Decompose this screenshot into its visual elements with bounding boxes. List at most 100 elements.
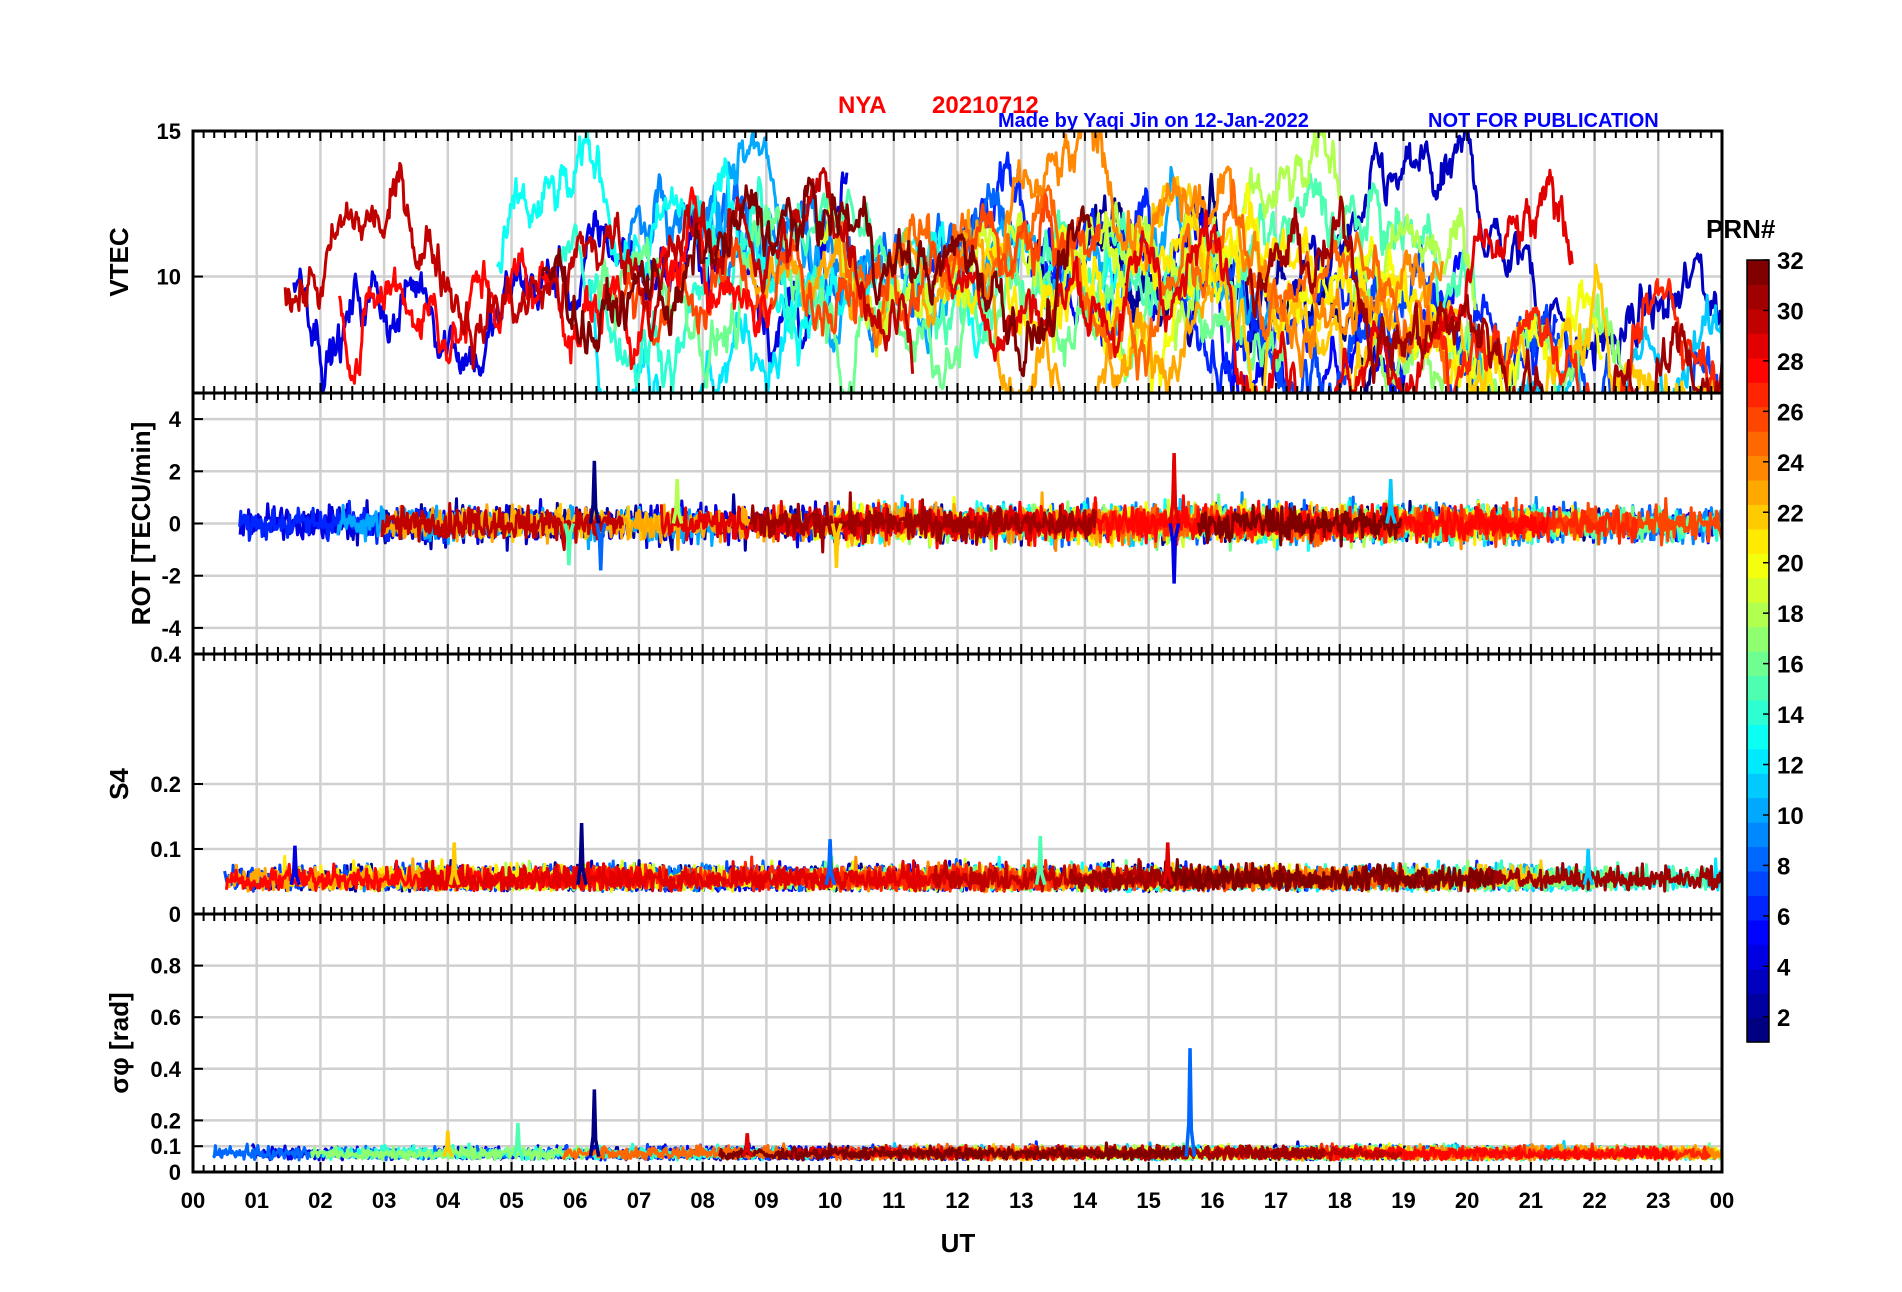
x-tick-label: 05	[499, 1188, 523, 1213]
x-axis-labels: 00 01 02 03 04 05 06 07 08 09 10 11 12 13 14 15 16 17 18 19…	[181, 1188, 1734, 1213]
x-tick-label: 20	[1455, 1188, 1479, 1213]
spike-mark	[741, 1133, 754, 1158]
prn-series-line	[1464, 293, 1722, 393]
colorbar-tick-label: 4	[1777, 954, 1791, 981]
y-axis-label-sigma-phi: σφ [rad]	[104, 992, 134, 1093]
y-tick-label: 0.8	[150, 954, 181, 979]
spike-mark	[588, 1089, 601, 1157]
x-tick-label: 01	[244, 1188, 268, 1213]
panel-rot: -4 -2 0 2 4 ROT [TECU/min]	[126, 391, 1724, 656]
colorbar-swatch	[1747, 626, 1769, 652]
x-tick-label: 03	[372, 1188, 396, 1213]
colorbar-swatch	[1747, 308, 1769, 334]
colorbar-tick-label: 28	[1777, 349, 1804, 376]
x-tick-label: 11	[882, 1188, 905, 1213]
x-tick-label: 06	[563, 1188, 587, 1213]
prn-series-line	[540, 176, 1093, 378]
prn-series-line	[749, 208, 1215, 393]
spike-mark	[830, 523, 843, 568]
colorbar-swatch	[1747, 333, 1769, 359]
colorbar-tick-label: 14	[1777, 702, 1804, 729]
spike-mark	[1162, 842, 1174, 886]
colorbar-swatch	[1747, 919, 1769, 945]
spike-mark	[1582, 848, 1595, 886]
series-group	[223, 822, 1722, 894]
colorbar-swatch	[1747, 406, 1769, 432]
spike-mark	[595, 523, 607, 571]
prn-series-line	[419, 859, 968, 893]
x-tick-label: 10	[818, 1188, 842, 1213]
colorbar-swatch	[1747, 528, 1769, 554]
spike-mark	[1385, 479, 1397, 524]
prn-series-line	[620, 173, 876, 353]
y-tick-label: 4	[169, 407, 182, 432]
colorbar-tick-label: 8	[1777, 853, 1790, 880]
x-tick-label: 22	[1582, 1188, 1606, 1213]
x-tick-label: 12	[945, 1188, 969, 1213]
colorbar-tick-label: 12	[1777, 753, 1804, 780]
colorbar-swatch	[1747, 724, 1769, 750]
chart-header: NYA 20210712 Made by Yaqi Jin on 12-Jan-…	[838, 92, 1659, 132]
colorbar-frame	[1746, 259, 1770, 1043]
spike-mark	[442, 1130, 454, 1158]
colorbar-swatch	[1747, 797, 1769, 823]
credit-text: Made by Yaqi Jin on 12-Jan-2022	[998, 110, 1309, 132]
y-tick-label: 15	[157, 119, 181, 144]
colorbar-tick-label: 10	[1777, 803, 1804, 830]
x-tick-label: 17	[1264, 1188, 1288, 1213]
colorbar-swatch	[1747, 357, 1769, 383]
panel-sigma-phi: 00.10.2 0.4 0.6 0.8 σφ [rad]	[104, 912, 1724, 1185]
x-tick-label: 18	[1328, 1188, 1352, 1213]
x-tick-label: 04	[436, 1188, 461, 1213]
spike-mark	[1184, 1048, 1197, 1157]
colorbar-swatch	[1747, 260, 1769, 286]
colorbar-tick-label: 32	[1777, 248, 1804, 275]
spike-mark	[563, 522, 576, 566]
spike-mark	[824, 839, 837, 886]
x-tick-label: 15	[1136, 1188, 1160, 1213]
y-tick-label: -2	[161, 564, 181, 589]
y-tick-label: 0	[169, 1160, 181, 1185]
spike-mark	[512, 1122, 525, 1158]
colorbar-swatch	[1747, 602, 1769, 628]
prn-series-line	[1196, 503, 1403, 548]
colorbar-swatch	[1747, 944, 1769, 970]
prn-series-line	[1291, 131, 1722, 382]
x-tick-label: 21	[1519, 1188, 1543, 1213]
y-tick-label: 0.2	[150, 772, 181, 797]
prn-series-line	[717, 1141, 1187, 1162]
colorbar-tick-label: 22	[1777, 500, 1804, 527]
colorbar-swatch	[1747, 504, 1769, 530]
colorbar-swatch	[1747, 431, 1769, 457]
x-tick-label: 08	[690, 1188, 714, 1213]
colorbar-tick-label: 26	[1777, 399, 1804, 426]
publication-notice: NOT FOR PUBLICATION	[1428, 110, 1659, 132]
x-tick-label: 02	[308, 1188, 332, 1213]
x-tick-label: 00	[1710, 1188, 1734, 1213]
y-tick-label: 0.2	[150, 1108, 181, 1133]
y-tick-label: 0	[169, 512, 181, 537]
spike-mark	[671, 479, 684, 524]
colorbar-swatch	[1747, 822, 1769, 848]
colorbar-swatch	[1747, 968, 1769, 994]
y-tick-label: 0	[169, 902, 181, 927]
prn-series-line	[791, 172, 1478, 346]
y-tick-label: 0.1	[150, 837, 181, 862]
panel-vtec: 10 15 VTEC	[104, 119, 1724, 395]
prn-series-line	[1438, 278, 1722, 393]
colorbar-swatch	[1747, 699, 1769, 725]
x-tick-label: 14	[1073, 1188, 1098, 1213]
spike-mark	[448, 842, 461, 886]
y-tick-label: 0.4	[150, 1057, 181, 1082]
prn-series-line	[380, 501, 624, 552]
colorbar-tick-label: 6	[1777, 904, 1790, 931]
prn-series-line	[1159, 858, 1495, 893]
spike-mark	[1034, 835, 1047, 886]
colorbar-tick-label: 16	[1777, 652, 1804, 679]
prn-series-line	[283, 161, 915, 374]
x-tick-label: 09	[754, 1188, 778, 1213]
series-group	[238, 452, 1722, 584]
colorbar-swatch	[1747, 1017, 1769, 1043]
title-date: 20210712	[932, 92, 1039, 119]
